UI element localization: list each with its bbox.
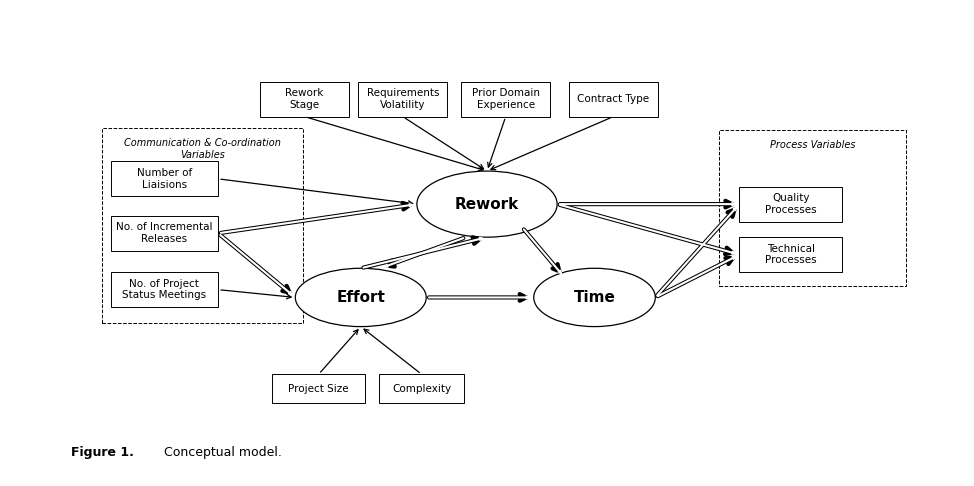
Text: Requirements
Volatility: Requirements Volatility — [366, 88, 439, 110]
Text: Number of
Liaisions: Number of Liaisions — [136, 168, 192, 190]
FancyBboxPatch shape — [380, 374, 464, 403]
Text: Process Variables: Process Variables — [769, 140, 855, 150]
Text: Communication & Co-ordination
Variables: Communication & Co-ordination Variables — [124, 138, 281, 159]
Text: Project Size: Project Size — [288, 384, 349, 394]
FancyBboxPatch shape — [739, 237, 843, 272]
Ellipse shape — [417, 171, 557, 237]
Text: Quality
Processes: Quality Processes — [765, 193, 817, 215]
FancyBboxPatch shape — [358, 82, 447, 117]
FancyBboxPatch shape — [569, 82, 657, 117]
Text: Rework
Stage: Rework Stage — [285, 88, 323, 110]
FancyBboxPatch shape — [111, 216, 218, 251]
FancyBboxPatch shape — [719, 130, 906, 286]
Text: Effort: Effort — [336, 290, 385, 305]
Text: Complexity: Complexity — [392, 384, 451, 394]
Text: No. of Incremental
Releases: No. of Incremental Releases — [116, 223, 212, 244]
Text: Time: Time — [574, 290, 616, 305]
FancyBboxPatch shape — [739, 187, 843, 222]
Text: Technical
Processes: Technical Processes — [765, 244, 817, 265]
Text: Prior Domain
Experience: Prior Domain Experience — [471, 88, 540, 110]
Text: Rework: Rework — [455, 197, 519, 211]
Ellipse shape — [534, 268, 656, 327]
FancyBboxPatch shape — [272, 374, 365, 403]
FancyBboxPatch shape — [462, 82, 550, 117]
FancyBboxPatch shape — [101, 128, 303, 323]
Text: Figure 1.: Figure 1. — [71, 446, 133, 459]
FancyBboxPatch shape — [111, 161, 218, 196]
FancyBboxPatch shape — [111, 272, 218, 307]
FancyBboxPatch shape — [260, 82, 349, 117]
Text: Conceptual model.: Conceptual model. — [160, 446, 281, 459]
Text: No. of Project
Status Meetings: No. of Project Status Meetings — [123, 279, 206, 300]
Text: Contract Type: Contract Type — [578, 94, 650, 104]
Ellipse shape — [295, 268, 427, 327]
